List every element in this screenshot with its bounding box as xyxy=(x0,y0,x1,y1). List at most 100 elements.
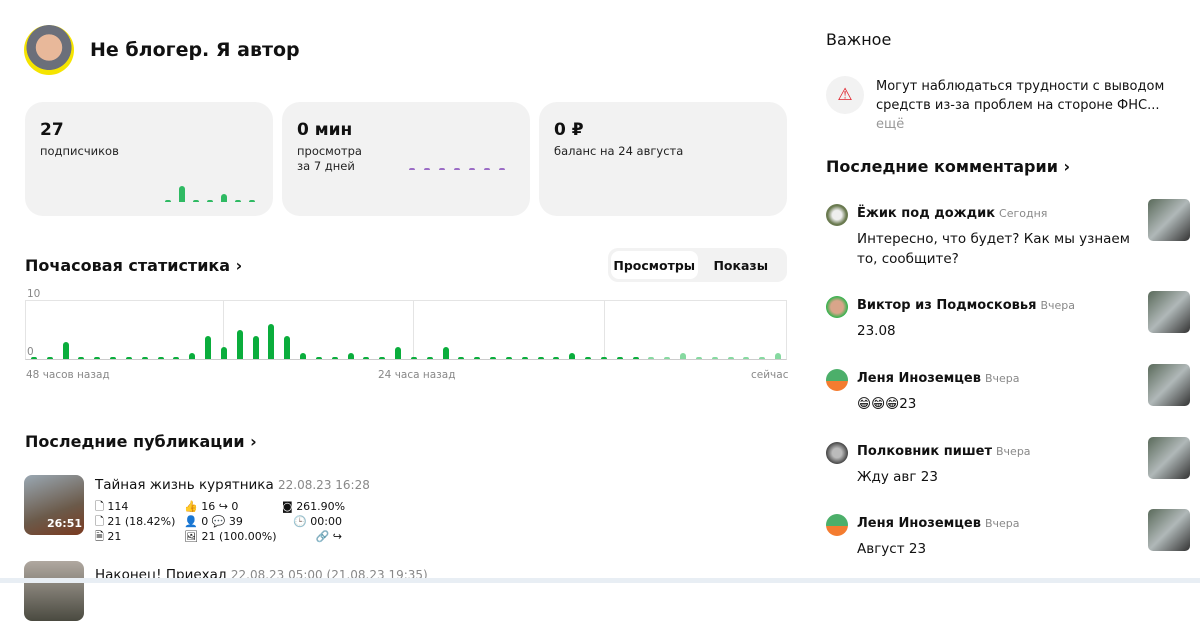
chart-bar[interactable] xyxy=(268,324,275,359)
chart-bar[interactable] xyxy=(78,357,85,359)
chart-bar[interactable] xyxy=(252,335,259,359)
chart-bar[interactable] xyxy=(30,357,37,359)
publication-thumbnail[interactable] xyxy=(1148,291,1190,333)
horizontal-scrollbar[interactable] xyxy=(0,578,1200,583)
hourly-stats-link[interactable]: Почасовая статистика › xyxy=(25,256,242,275)
chart-bar[interactable] xyxy=(695,357,702,359)
chart-bar[interactable] xyxy=(363,357,370,359)
comment-date: Сегодня xyxy=(999,207,1048,220)
chart-bar[interactable] xyxy=(110,357,117,359)
comment-date: Вчера xyxy=(984,517,1020,530)
chart-bar[interactable] xyxy=(727,357,734,359)
commenter-name[interactable]: Виктор из Подмосковья Вчера xyxy=(857,298,1075,313)
watch-time-value: 0 мин xyxy=(297,120,353,140)
chart-bar[interactable] xyxy=(205,335,212,359)
chart-bar[interactable] xyxy=(632,357,639,359)
hourly-tabs: Просмотры Показы xyxy=(608,248,787,282)
commenter-avatar[interactable] xyxy=(826,369,848,391)
channel-avatar[interactable] xyxy=(24,25,74,75)
watch-time-label-2: за 7 дней xyxy=(297,159,355,173)
chart-bar[interactable] xyxy=(585,357,592,359)
commenter-avatar[interactable] xyxy=(826,204,848,226)
chart-bar[interactable] xyxy=(410,357,417,359)
chart-bar[interactable] xyxy=(600,357,607,359)
chart-bar[interactable] xyxy=(331,357,338,359)
chart-bar[interactable] xyxy=(173,357,180,359)
chart-bar[interactable] xyxy=(347,353,354,359)
publication-thumbnail[interactable] xyxy=(24,561,84,621)
chart-bar[interactable] xyxy=(125,357,132,359)
chart-bar[interactable] xyxy=(474,357,481,359)
important-title: Важное xyxy=(826,30,892,49)
chart-bar[interactable] xyxy=(46,357,53,359)
chart-bar[interactable] xyxy=(490,357,497,359)
readthrough-stat: 🖼 21 (100.00%) xyxy=(184,529,277,544)
chart-bar[interactable] xyxy=(395,347,402,359)
chart-bar[interactable] xyxy=(537,357,544,359)
repost-icon[interactable]: ↪ xyxy=(332,530,342,543)
chart-bar[interactable] xyxy=(553,357,560,359)
tab-views[interactable]: Просмотры xyxy=(611,251,698,279)
chart-bar[interactable] xyxy=(759,357,766,359)
tab-impressions[interactable]: Показы xyxy=(713,257,769,273)
chart-bar[interactable] xyxy=(521,357,528,359)
commenter-name[interactable]: Леня Иноземцев Вчера xyxy=(857,516,1020,531)
chart-bar[interactable] xyxy=(141,357,148,359)
chart-bar[interactable] xyxy=(284,335,291,359)
chart-bar[interactable] xyxy=(315,357,322,359)
publication-item[interactable]: Наконец! Приехал 22.08.23 05:00 (21.08.2… xyxy=(24,561,428,621)
chart-bar[interactable] xyxy=(664,357,671,359)
chart-bar[interactable] xyxy=(189,353,196,359)
publication-thumbnail[interactable] xyxy=(1148,509,1190,551)
commenter-name[interactable]: Ёжик под дождик Сегодня xyxy=(857,206,1047,221)
chart-bar[interactable] xyxy=(426,357,433,359)
chart-bar[interactable] xyxy=(569,353,576,359)
publication-thumbnail[interactable] xyxy=(1148,364,1190,406)
chart-bar[interactable] xyxy=(743,357,750,359)
more-link[interactable]: ещё xyxy=(876,117,905,132)
commenter-name[interactable]: Полковник пишет Вчера xyxy=(857,444,1031,459)
commenter-avatar[interactable] xyxy=(826,442,848,464)
mini-bar xyxy=(484,168,490,170)
publication-title[interactable]: Тайная жизнь курятника xyxy=(95,477,274,493)
subs-value: 0 xyxy=(201,515,209,528)
chart-bar[interactable] xyxy=(157,357,164,359)
publication-stats-col1: 🗋 114 🗋 21 (18.42%) 🗎 21 xyxy=(95,499,175,544)
gridline xyxy=(604,301,605,359)
chart-bar[interactable] xyxy=(94,357,101,359)
publication-thumbnail[interactable] xyxy=(1148,199,1190,241)
chart-bar[interactable] xyxy=(442,347,449,359)
mini-bar xyxy=(221,193,227,202)
chart-bar[interactable] xyxy=(220,347,227,359)
publication-thumbnail[interactable] xyxy=(1148,437,1190,479)
commenter-name[interactable]: Леня Иноземцев Вчера xyxy=(857,371,1020,386)
chart-bar[interactable] xyxy=(680,353,687,359)
comment-text: Август 23 xyxy=(857,541,927,557)
chart-bar[interactable] xyxy=(711,357,718,359)
subscribers-value: 27 xyxy=(40,120,64,140)
chevron-right-icon: › xyxy=(1063,157,1071,176)
chart-bar[interactable] xyxy=(236,330,243,359)
subscribers-card[interactable]: 27 подписчиков xyxy=(25,102,273,216)
link-icon[interactable]: 🔗 xyxy=(315,530,330,543)
chart-bar[interactable] xyxy=(616,357,623,359)
commenter-avatar[interactable] xyxy=(826,514,848,536)
chart-bar[interactable] xyxy=(379,357,386,359)
publications-link[interactable]: Последние публикации › xyxy=(25,432,257,451)
mini-bar xyxy=(409,168,415,170)
comments-link[interactable]: Последние комментарии › xyxy=(826,157,1070,176)
chart-bar[interactable] xyxy=(458,357,465,359)
chart-bar[interactable] xyxy=(648,357,655,359)
publication-item[interactable]: 26:51 Тайная жизнь курятника 22.08.23 16… xyxy=(24,475,370,543)
balance-card[interactable]: 0 ₽ баланс на 24 августа xyxy=(539,102,787,216)
chart-bar[interactable] xyxy=(300,353,307,359)
thumbs-up-icon: 👍 xyxy=(184,500,198,513)
commenter-avatar[interactable] xyxy=(826,296,848,318)
chart-bar[interactable] xyxy=(775,353,782,359)
watch-time-card[interactable]: 0 мин просмотра за 7 дней xyxy=(282,102,530,216)
important-notice[interactable]: Могут наблюдаться трудности с выводом ср… xyxy=(876,77,1181,134)
publication-thumbnail[interactable] xyxy=(24,475,84,535)
chart-bar[interactable] xyxy=(62,341,69,359)
chart-bar[interactable] xyxy=(505,357,512,359)
comment-text: 😁😁😁23 xyxy=(857,396,917,412)
